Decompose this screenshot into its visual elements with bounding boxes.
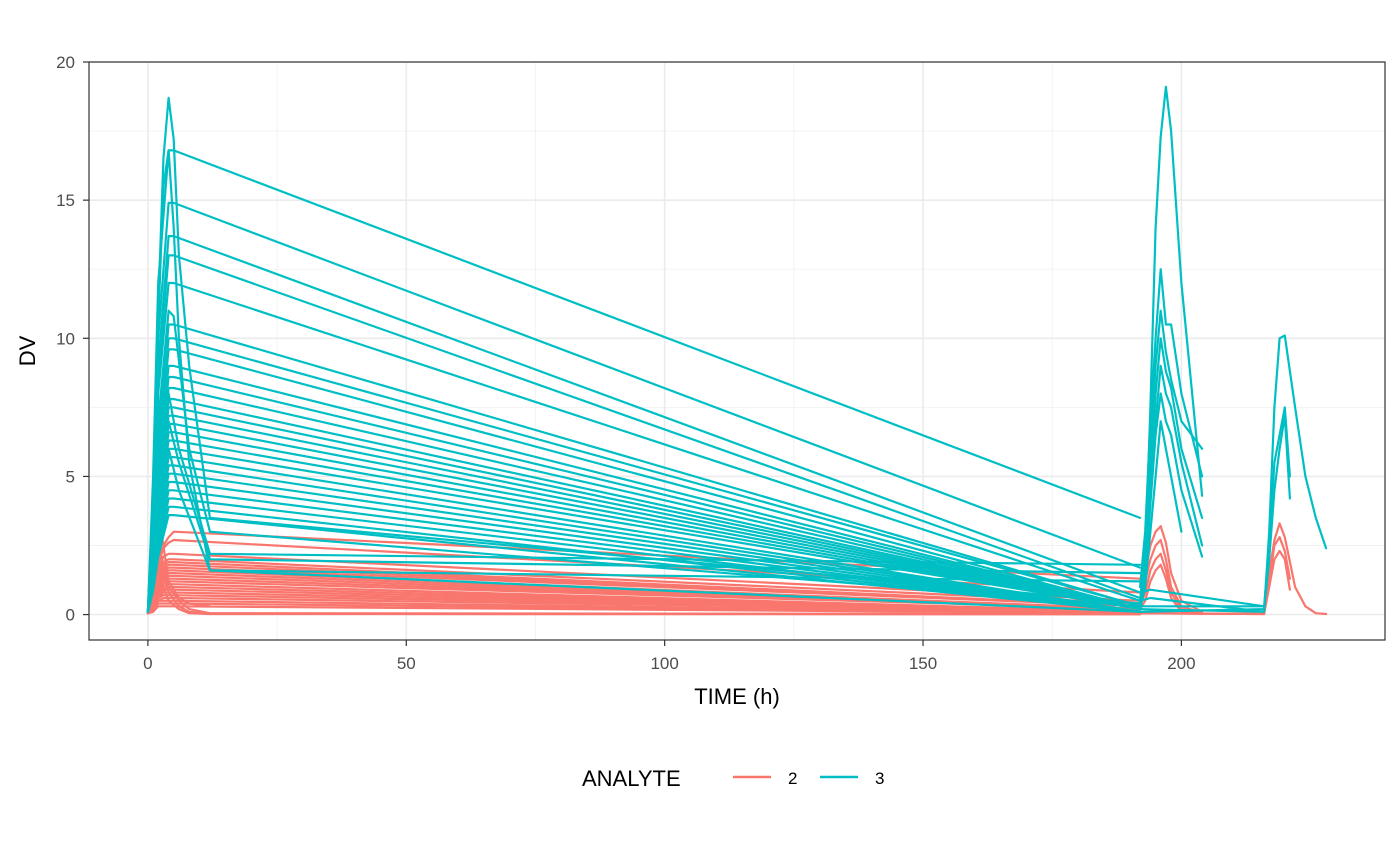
minor-gridlines — [89, 62, 1385, 640]
x-tick-label: 100 — [650, 654, 678, 673]
series-line-analyte-2 — [146, 571, 1142, 616]
series-line-analyte-2 — [1138, 552, 1204, 615]
y-tick-label: 20 — [56, 53, 75, 72]
series-line-analyte-3 — [1138, 309, 1204, 602]
x-tick-label: 50 — [397, 654, 416, 673]
y-tick-label: 0 — [66, 606, 75, 625]
x-axis-title: TIME (h) — [694, 684, 780, 709]
series-line-analyte-3 — [146, 447, 1142, 613]
series-line-analyte-2 — [1138, 549, 1292, 616]
legend-label-2: 2 — [788, 769, 797, 788]
x-tick-label: 200 — [1167, 654, 1195, 673]
legend-label-3: 3 — [875, 769, 884, 788]
series-lines — [146, 85, 1328, 616]
legend-title: ANALYTE — [582, 766, 681, 791]
series-line-analyte-3 — [1138, 420, 1183, 611]
legend-item-2: 2 — [733, 769, 797, 788]
y-tick-label: 15 — [56, 191, 75, 210]
x-tick-label: 150 — [909, 654, 937, 673]
y-axis: 0 5 10 15 20 — [56, 53, 89, 625]
x-tick-label: 0 — [143, 654, 152, 673]
series-line-analyte-3 — [1138, 588, 1266, 608]
y-tick-label: 5 — [66, 467, 75, 486]
series-line-analyte-3 — [1138, 414, 1292, 613]
series-line-analyte-3 — [1138, 392, 1204, 611]
x-axis: 0 50 100 150 200 — [143, 640, 1196, 673]
panel-border — [88, 61, 1386, 641]
y-tick-label: 10 — [56, 329, 75, 348]
legend-item-3: 3 — [820, 769, 884, 788]
y-axis-title: DV — [15, 335, 40, 366]
